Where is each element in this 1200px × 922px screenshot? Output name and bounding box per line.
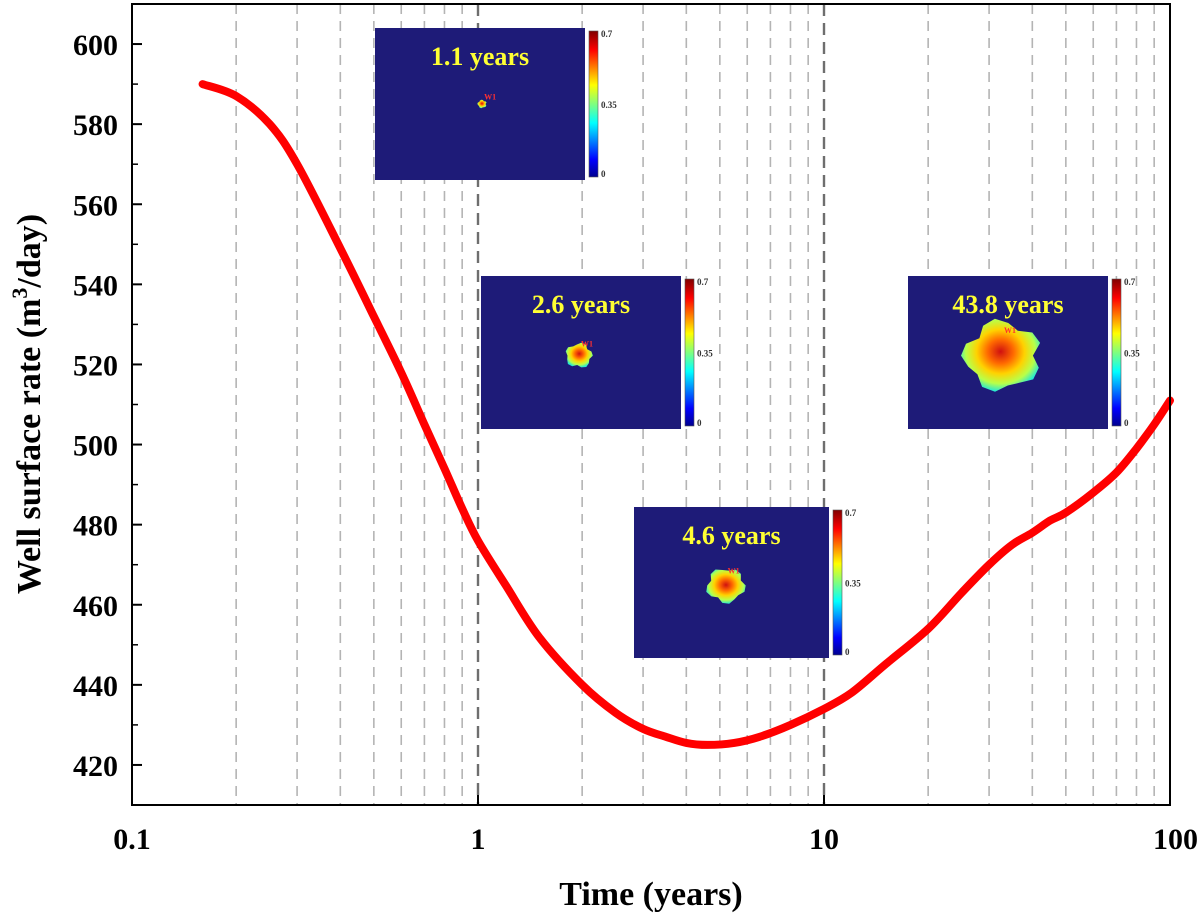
- inset-time-label: 2.6 years: [532, 290, 630, 319]
- x-axis-title: Time (years): [559, 876, 742, 913]
- x-tick-label: 100: [1153, 823, 1198, 856]
- curve-layer: [198, 80, 1174, 749]
- y-axis-title-sup: 3: [7, 288, 32, 299]
- x-tick-label: 0.1: [113, 823, 151, 856]
- y-tick-label: 540: [73, 269, 118, 302]
- x-tick-label: 1: [471, 823, 486, 856]
- colorbar-label: 0: [601, 169, 606, 179]
- colorbar-label: 0.7: [1124, 277, 1136, 287]
- y-tick-label: 600: [73, 29, 118, 62]
- well-label: W1: [728, 566, 740, 575]
- colorbar-label: 0: [845, 647, 850, 657]
- well-label: W1: [484, 93, 496, 102]
- rate-curve: [198, 80, 1174, 749]
- colorbar: [588, 30, 599, 178]
- inset-panel: W1 43.8 years 0.7 0.35 0: [908, 276, 1140, 429]
- co2-plume: [477, 99, 487, 109]
- y-axis-title-tail: /day): [11, 214, 48, 289]
- y-tick-label: 580: [73, 109, 118, 142]
- colorbar-label: 0.35: [845, 579, 861, 589]
- inset-time-label: 1.1 years: [431, 42, 529, 71]
- inset-panel: W1 1.1 years 0.7 0.35 0: [375, 28, 617, 180]
- colorbar-label: 0: [697, 418, 702, 428]
- well-label: W1: [581, 339, 593, 348]
- inset-time-label: 4.6 years: [682, 521, 780, 550]
- y-tick-label: 460: [73, 590, 118, 623]
- x-tick-label: 10: [809, 823, 839, 856]
- colorbar-label: 0.35: [601, 100, 617, 110]
- colorbar-label: 0.35: [1124, 349, 1140, 359]
- y-tick-label: 440: [73, 670, 118, 703]
- y-axis-title: Well surface rate (m3/day): [7, 214, 48, 594]
- y-tick-label: 500: [73, 430, 118, 463]
- y-tick-label: 420: [73, 750, 118, 783]
- co2-plume: [961, 318, 1041, 392]
- y-tick-label: 480: [73, 510, 118, 543]
- colorbar-label: 0.35: [697, 349, 713, 359]
- co2-plume: [565, 342, 593, 368]
- colorbar: [684, 278, 695, 427]
- co2-plume: [706, 569, 746, 604]
- colorbar-label: 0.7: [697, 277, 709, 287]
- well-label: W1: [1004, 326, 1016, 335]
- inset-panel: W1 4.6 years 0.7 0.35 0: [634, 507, 861, 658]
- inset-panel: W1 2.6 years 0.7 0.35 0: [481, 276, 713, 429]
- colorbar-label: 0.7: [601, 29, 613, 39]
- x-axis: 0.1 1 10 100: [113, 795, 1198, 856]
- colorbar-label: 0.7: [845, 508, 857, 518]
- colorbar: [1111, 278, 1122, 427]
- y-axis: 420 440 460 480 500 520 540 560 580 600: [73, 29, 142, 783]
- y-tick-label: 560: [73, 189, 118, 222]
- y-tick-label: 520: [73, 349, 118, 382]
- inset-time-label: 43.8 years: [952, 290, 1063, 319]
- colorbar-label: 0: [1124, 418, 1129, 428]
- colorbar: [832, 509, 843, 656]
- y-axis-title-main: Well surface rate (m: [11, 299, 48, 595]
